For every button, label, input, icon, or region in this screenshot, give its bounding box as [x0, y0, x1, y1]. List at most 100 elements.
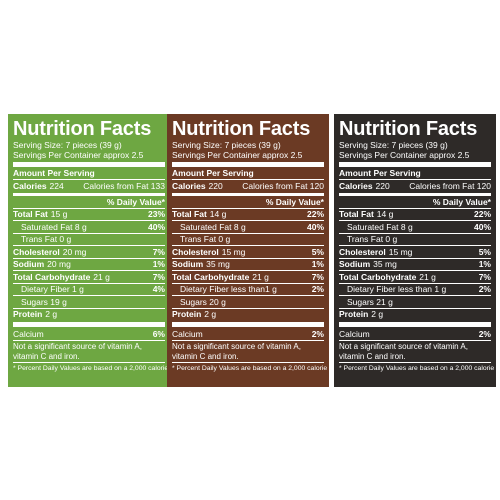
- saturated-fat-row: Saturated Fat 8 g 40%: [13, 221, 165, 233]
- calcium-row: Calcium 6%: [13, 328, 165, 340]
- serving-size: Serving Size: 7 pieces (39 g): [13, 140, 165, 150]
- daily-value-header: % Daily Value*: [13, 197, 165, 208]
- footnote: * Percent Daily Values are based on a 2,…: [172, 364, 324, 373]
- cholesterol-value: 15 mg: [389, 247, 413, 258]
- cholesterol-value: 20 mg: [63, 247, 87, 258]
- cholesterol-row: Cholesterol 15 mg 5%: [172, 246, 324, 258]
- nutrition-panel-brown: Nutrition Facts Serving Size: 7 pieces (…: [167, 114, 329, 387]
- serving-size: Serving Size: 7 pieces (39 g): [339, 140, 491, 150]
- cholesterol-label: Cholesterol: [339, 247, 386, 258]
- calories-value: 220: [209, 181, 223, 192]
- sodium-label: Sodium: [172, 259, 203, 270]
- total-fat-value: 14 g: [210, 209, 227, 220]
- saturated-fat: Saturated Fat 8 g: [21, 222, 87, 233]
- fiber-row: Dietary Fiber less than1 g 2%: [172, 284, 324, 296]
- calcium: Calcium: [172, 329, 203, 340]
- calories-label: Calories: [13, 181, 47, 192]
- servings-per-container: Servings Per Container approx 2.5: [172, 150, 324, 160]
- saturated-fat: Saturated Fat 8 g: [347, 222, 413, 233]
- trans-fat-row: Trans Fat 0 g: [13, 234, 165, 246]
- calcium: Calcium: [339, 329, 370, 340]
- calories-value: 220: [376, 181, 390, 192]
- divider: [339, 340, 491, 341]
- nutrition-panel-black: Nutrition Facts Serving Size: 7 pieces (…: [334, 114, 496, 387]
- carbohydrate-dv: 7%: [153, 272, 165, 283]
- sugars-row: Sugars 20 g: [172, 296, 324, 308]
- total-fat-dv: 22%: [307, 209, 324, 220]
- footnote: * Percent Daily Values are based on a 2,…: [13, 364, 165, 373]
- divider: [172, 340, 324, 341]
- amount-per-serving: Amount Per Serving: [339, 168, 491, 179]
- sodium-label: Sodium: [13, 259, 44, 270]
- cholesterol-value: 15 mg: [222, 247, 246, 258]
- cholesterol-row: Cholesterol 15 mg 5%: [339, 246, 491, 258]
- sugars: Sugars 21 g: [347, 297, 393, 308]
- protein-label: Protein: [13, 309, 42, 320]
- protein-value: 2 g: [371, 309, 383, 320]
- sodium-dv: 1%: [479, 259, 491, 270]
- cholesterol-dv: 5%: [312, 247, 324, 258]
- total-fat-row: Total Fat 14 g 22%: [339, 209, 491, 221]
- cholesterol-row: Cholesterol 20 mg 7%: [13, 246, 165, 258]
- carbohydrate-label: Total Carbohydrate: [13, 272, 90, 283]
- saturated-fat-dv: 40%: [307, 222, 324, 233]
- footnote: * Percent Daily Values are based on a 2,…: [339, 364, 491, 373]
- dietary-fiber-dv: 4%: [153, 284, 165, 295]
- sodium-row: Sodium 35 mg 1%: [172, 259, 324, 271]
- calcium-row: Calcium 2%: [339, 328, 491, 340]
- divider-thick: [172, 322, 324, 327]
- total-fat-row: Total Fat 14 g 22%: [172, 209, 324, 221]
- sodium-dv: 1%: [312, 259, 324, 270]
- total-fat-label: Total Fat: [172, 209, 207, 220]
- calcium-dv: 2%: [479, 329, 491, 340]
- sodium-value: 20 mg: [47, 259, 71, 270]
- total-fat-label: Total Fat: [13, 209, 48, 220]
- vitamin-note: Not a significant source of vitamin A, v…: [339, 342, 491, 362]
- panel-title: Nutrition Facts: [13, 118, 165, 140]
- calcium-dv: 2%: [312, 329, 324, 340]
- carbohydrate-row: Total Carbohydrate 21 g 7%: [13, 271, 165, 283]
- carbohydrate-value: 21 g: [419, 272, 436, 283]
- protein-label: Protein: [339, 309, 368, 320]
- total-fat-dv: 22%: [474, 209, 491, 220]
- carbohydrate-label: Total Carbohydrate: [339, 272, 416, 283]
- serving-size: Serving Size: 7 pieces (39 g): [172, 140, 324, 150]
- calcium-row: Calcium 2%: [172, 328, 324, 340]
- total-fat-value: 15 g: [51, 209, 68, 220]
- sodium-value: 35 mg: [206, 259, 230, 270]
- divider: [339, 362, 491, 363]
- cholesterol-label: Cholesterol: [172, 247, 219, 258]
- divider: [172, 362, 324, 363]
- protein-value: 2 g: [204, 309, 216, 320]
- sodium-row: Sodium 35 mg 1%: [339, 259, 491, 271]
- daily-value-header: % Daily Value*: [339, 197, 491, 208]
- calories-row: Calories 220 Calories from Fat 120: [339, 180, 491, 192]
- protein-row: Protein 2 g: [13, 309, 165, 321]
- servings-per-container: Servings Per Container approx 2.5: [339, 150, 491, 160]
- divider-thick: [13, 162, 165, 167]
- carbohydrate-value: 21 g: [93, 272, 110, 283]
- sugars-row: Sugars 21 g: [339, 296, 491, 308]
- saturated-fat-row: Saturated Fat 8 g 40%: [339, 221, 491, 233]
- protein-row: Protein 2 g: [172, 309, 324, 321]
- trans-fat: Trans Fat 0 g: [180, 234, 230, 245]
- calories-from-fat: Calories from Fat 120: [242, 181, 324, 192]
- calcium: Calcium: [13, 329, 44, 340]
- calories-value: 224: [50, 181, 64, 192]
- carbohydrate-label: Total Carbohydrate: [172, 272, 249, 283]
- dietary-fiber: Dietary Fiber less than 1 g: [347, 284, 446, 295]
- nutrition-panel-green: Nutrition Facts Serving Size: 7 pieces (…: [8, 114, 170, 387]
- dietary-fiber: Dietary Fiber 1 g: [21, 284, 84, 295]
- calories-label: Calories: [172, 181, 206, 192]
- carbohydrate-row: Total Carbohydrate 21 g 7%: [339, 271, 491, 283]
- cholesterol-dv: 5%: [479, 247, 491, 258]
- saturated-fat: Saturated Fat 8 g: [180, 222, 246, 233]
- panel-title: Nutrition Facts: [339, 118, 491, 140]
- total-fat-dv: 23%: [148, 209, 165, 220]
- calcium-dv: 6%: [153, 329, 165, 340]
- vitamin-note: Not a significant source of vitamin A, v…: [172, 342, 324, 362]
- divider-mid: [339, 193, 491, 196]
- total-fat-value: 14 g: [377, 209, 394, 220]
- divider: [13, 362, 165, 363]
- trans-fat-row: Trans Fat 0 g: [172, 234, 324, 246]
